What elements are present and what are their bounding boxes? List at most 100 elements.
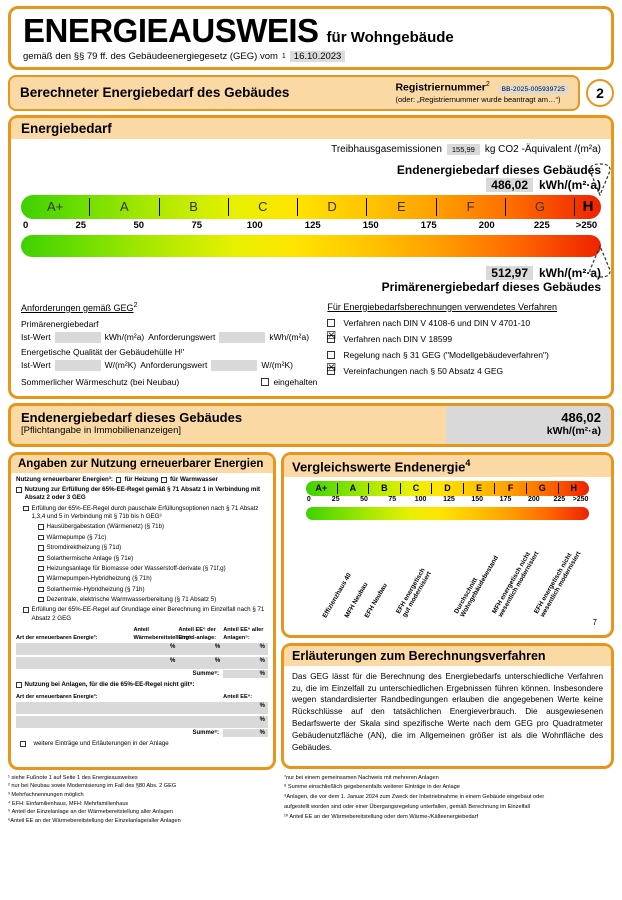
- renewable-table1-share2-1[interactable]: %: [178, 657, 224, 670]
- energy-scale: A+ A B C D E F G H: [21, 194, 601, 219]
- renewable-table1-type-0[interactable]: [16, 643, 134, 656]
- method-item-1[interactable]: Verfahren nach DIN V 18599: [326, 331, 601, 344]
- renewable-table2-sum-value: %: [223, 729, 268, 738]
- renewable-attachment-checkbox[interactable]: [20, 741, 26, 747]
- method-checkbox-2[interactable]: [327, 350, 336, 359]
- scale-class-d: D: [298, 197, 368, 216]
- ist-wert-input-hull[interactable]: [54, 359, 101, 371]
- cmp-tick-75: 75: [388, 495, 397, 503]
- renewable-option-checkbox-2[interactable]: [38, 545, 44, 551]
- renewable-option-checkbox-3[interactable]: [38, 555, 44, 562]
- registration-note: (oder: „Registriernummer wurde beantragt…: [395, 94, 561, 104]
- renewable-option-7[interactable]: Dezentrale, elektrische Warmwasserbereit…: [38, 596, 268, 604]
- renewable-option-checkbox-0[interactable]: [38, 524, 44, 530]
- section-band-title: Berechneter Energiebedarf des Gebäudes: [20, 85, 290, 101]
- method-label-2: Regelung nach § 31 GEG ("Modellgebäudeve…: [343, 349, 549, 360]
- renewable-option-4[interactable]: Heizungsanlage für Biomasse oder Wassers…: [38, 565, 268, 573]
- anforderung-input-hull[interactable]: [211, 359, 258, 371]
- renewable-option-3[interactable]: Solarthermische Anlage (§ 71e): [38, 555, 268, 563]
- reference-label-6: EFH energetisch nicht wesentlich moderni…: [533, 550, 583, 619]
- renewable-option-checkbox-7[interactable]: [38, 596, 44, 603]
- tick-225: 225: [533, 219, 550, 231]
- renewable-table2-type-0[interactable]: [16, 702, 224, 715]
- renewable-option-2[interactable]: Stromdirektheizung (§ 71d): [38, 544, 268, 552]
- renewable-option-checkbox-1[interactable]: [38, 534, 44, 541]
- method-checkbox-0[interactable]: [327, 318, 336, 327]
- renewable-option-checkbox-5[interactable]: [38, 576, 44, 582]
- ist-wert-input-primary[interactable]: [54, 331, 101, 343]
- comparison-footer-number: 7: [592, 617, 597, 627]
- table-row[interactable]: % % %: [16, 643, 268, 656]
- methods-heading: Für Energiebedarfsberechnungen verwendet…: [327, 302, 601, 312]
- requirements-heading: Anforderungen gemäß GEG2: [21, 302, 317, 313]
- renewable-table1-type-1[interactable]: [16, 657, 134, 670]
- scale-class-b: B: [160, 197, 229, 216]
- anforderung-label-primary: Anforderungswert: [148, 332, 216, 343]
- renewable-rule-main[interactable]: Nutzung zur Erfüllung der 65%-EE-Regel g…: [16, 486, 268, 503]
- renewable-table1-share1-1[interactable]: %: [133, 657, 179, 670]
- renewable-table1-share1-0[interactable]: %: [133, 643, 179, 656]
- anforderung-input-primary[interactable]: [219, 331, 266, 343]
- renewable-option-checkbox-4[interactable]: [38, 565, 44, 572]
- renewable-option-6[interactable]: Solarthermie-Hybridheizung (§ 71h): [38, 586, 268, 594]
- footnote-left-4: ⁵ Anteil der Einzelanlage an der Wärmebe…: [8, 809, 173, 816]
- renewable-option-label-4: Heizungsanlage für Biomasse oder Wassers…: [46, 564, 226, 572]
- scale-class-a-plus: A+: [21, 197, 91, 216]
- tick-0: 0: [22, 219, 29, 231]
- legal-footnote-marker: 1: [281, 52, 286, 60]
- summary-subtitle: [Pflichtangabe in Immobilienanzeigen]: [21, 424, 182, 436]
- legal-text: gemäß den §§ 79 ff. des Gebäudeenergiege…: [23, 50, 278, 62]
- renewable-not-applicable[interactable]: Nutzung bei Anlagen, für die die 65%-EE-…: [16, 681, 268, 689]
- requirements-heading-sup: 2: [133, 301, 138, 309]
- method-label-1: Verfahren nach DIN V 18599: [343, 333, 453, 344]
- renewable-rule-sub-checkbox[interactable]: [23, 505, 29, 512]
- cmp-class-h: H: [570, 482, 578, 493]
- renewable-water-checkbox[interactable]: [161, 477, 167, 483]
- cmp-class-b: B: [369, 482, 401, 494]
- method-checkbox-3[interactable]: [326, 363, 336, 375]
- renewable-table1-share3-0[interactable]: %: [223, 643, 268, 656]
- renewable-rule-sub[interactable]: Erfüllung der 65%-EE-Regel durch pauscha…: [23, 505, 268, 522]
- renewable-table2-share-0[interactable]: %: [223, 702, 268, 715]
- renewable-option-5[interactable]: Wärmepumpen-Hybridheizung (§ 71h): [38, 575, 268, 583]
- method-item-2[interactable]: Regelung nach § 31 GEG ("Modellgebäudeve…: [327, 350, 601, 360]
- anforderung-label-hull: Anforderungswert: [140, 360, 208, 371]
- renewable-option-label-0: Hausübergabestation (Wärmenetz) (§ 71b): [46, 523, 165, 531]
- renewable-heating-checkbox[interactable]: [115, 477, 122, 483]
- renewable-table1-col2: Anteil Wärmebereitstellung⁵:: [133, 627, 194, 641]
- table-row[interactable]: %: [16, 702, 268, 715]
- renewable-table1-share2-0[interactable]: %: [178, 643, 224, 656]
- renewable-table1-header: Art der erneuerbaren Energie³: Anteil Wä…: [16, 627, 268, 642]
- renewable-option-0[interactable]: Hausübergabestation (Wärmenetz) (§ 71b): [38, 523, 268, 531]
- renewable-option-1[interactable]: Wärmepumpe (§ 71c): [38, 534, 268, 542]
- method-checkbox-1[interactable]: [326, 331, 336, 343]
- renewable-option-label-1: Wärmepumpe (§ 71c): [46, 533, 107, 541]
- final-energy-value-row: 486,02 kWh/(m²·a): [21, 177, 601, 192]
- renewable-heating-label: für Heizung: [124, 475, 159, 483]
- right-column: Vergleichswerte Endenergie4 A+ A B C D E…: [281, 451, 614, 770]
- renewable-rule-individual-checkbox[interactable]: [23, 607, 29, 613]
- cmp-class-c: C: [401, 482, 433, 494]
- summer-protection-checkbox[interactable]: [261, 377, 270, 386]
- renewable-option-checkbox-6[interactable]: [38, 586, 44, 593]
- renewable-rule-main-checkbox[interactable]: [16, 487, 22, 493]
- issue-date: 16.10.2023: [289, 50, 346, 62]
- renewable-table2-share-1[interactable]: %: [223, 716, 268, 729]
- energy-demand-body: Treibhausgasemissionen 155,99 kg CO2 -Äq…: [11, 139, 611, 396]
- hull-quality-label: Energetische Qualität der Gebäudehülle H…: [21, 346, 185, 357]
- renewable-attachment-row[interactable]: weitere Einträge und Erläuterungen in de…: [20, 740, 268, 748]
- renewable-table2-type-1[interactable]: [16, 716, 224, 729]
- renewable-rule-individual-label: Erfüllung der 65%-EE-Regel auf Grundlage…: [31, 606, 265, 622]
- primary-energy-value-row: 512,97 kWh/(m²·a): [21, 265, 601, 280]
- renewable-table1-share3-1[interactable]: %: [223, 657, 268, 670]
- table-row[interactable]: % % %: [16, 657, 268, 670]
- method-item-3[interactable]: Vereinfachungen nach § 50 Absatz 4 GEG: [326, 363, 601, 376]
- renewable-not-applicable-checkbox[interactable]: [16, 682, 22, 688]
- renewable-water-label: für Warmwasser: [169, 475, 218, 483]
- table-row[interactable]: %: [16, 716, 268, 729]
- renewable-table1-sum-value: %: [223, 670, 268, 679]
- renewable-rule-individual[interactable]: Erfüllung der 65%-EE-Regel auf Grundlage…: [23, 606, 268, 623]
- summary-left: Endenergiebedarf dieses Gebäudes [Pflich…: [11, 406, 446, 444]
- title-box: ENERGIEAUSWEIS für Wohngebäude gemäß den…: [8, 6, 614, 70]
- method-item-0[interactable]: Verfahren nach DIN V 4108-6 und DIN V 47…: [327, 318, 601, 328]
